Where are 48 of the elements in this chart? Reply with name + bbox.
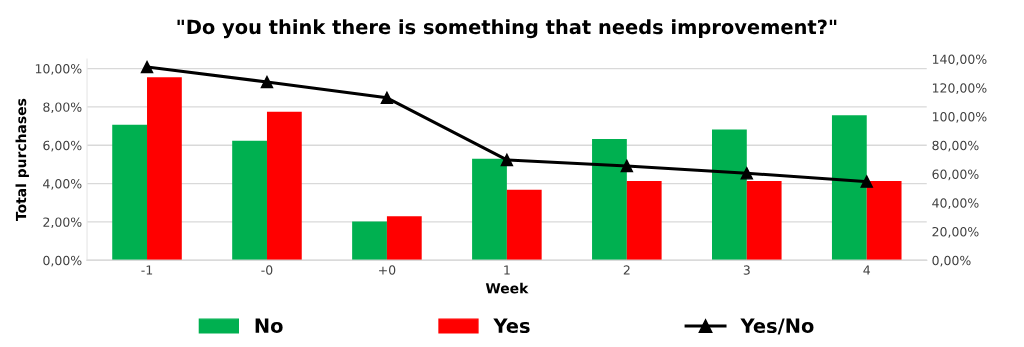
point <box>860 175 873 188</box>
legend-label: No <box>255 318 283 334</box>
bar <box>506 189 542 261</box>
bar <box>626 180 662 261</box>
point <box>740 167 754 180</box>
x-tick-label: 4 <box>863 265 871 275</box>
x-axis-title: Week <box>485 282 529 294</box>
y2-tick-label: 60,00% <box>932 169 979 181</box>
legend-label: Yes <box>493 318 530 334</box>
bar <box>472 158 507 261</box>
bar <box>112 124 148 261</box>
y-axis-title: Total purchases <box>15 98 29 222</box>
bar <box>266 111 302 261</box>
x-tick-label: 2 <box>623 265 630 275</box>
bar <box>232 140 267 261</box>
y2-tick-label: 80,00% <box>932 140 979 152</box>
bar <box>386 216 422 261</box>
x-tick-label: 3 <box>743 265 750 275</box>
y-tick-label: 2,00% <box>43 217 82 229</box>
y2-tick-label: 40,00% <box>932 198 979 209</box>
point <box>620 159 634 173</box>
legend-label: Yes/No <box>740 318 814 335</box>
y-tick-label: 8,00% <box>43 102 82 114</box>
y-tick-label: 6,00% <box>43 140 82 152</box>
y2-tick-label: 120,00% <box>932 83 987 94</box>
bar <box>831 115 867 261</box>
y-tick-label: 0,00% <box>43 255 82 267</box>
x-tick-label: 1 <box>504 265 510 275</box>
point <box>260 75 274 89</box>
y2-tick-label: 0,00% <box>932 255 971 267</box>
point <box>380 91 394 105</box>
y2-tick-label: 140,00% <box>932 54 987 66</box>
chart-title: "Do you think there is something that needs improvement?" <box>177 19 837 39</box>
y-tick-label: 10,00% <box>35 64 82 75</box>
x-tick-label: -0 <box>261 265 273 275</box>
bar <box>592 139 627 261</box>
y2-tick-label: 20,00% <box>932 226 979 238</box>
bar <box>712 129 747 261</box>
bar <box>866 180 902 261</box>
point <box>500 153 514 167</box>
bar <box>746 180 782 261</box>
bar <box>147 77 182 261</box>
point <box>140 60 154 74</box>
y2-tick-label: 100,00% <box>932 111 987 123</box>
bar <box>352 221 387 261</box>
x-tick-label: -1 <box>141 265 153 275</box>
y-tick-label: 4,00% <box>43 179 82 190</box>
x-tick-label: +0 <box>379 265 396 275</box>
